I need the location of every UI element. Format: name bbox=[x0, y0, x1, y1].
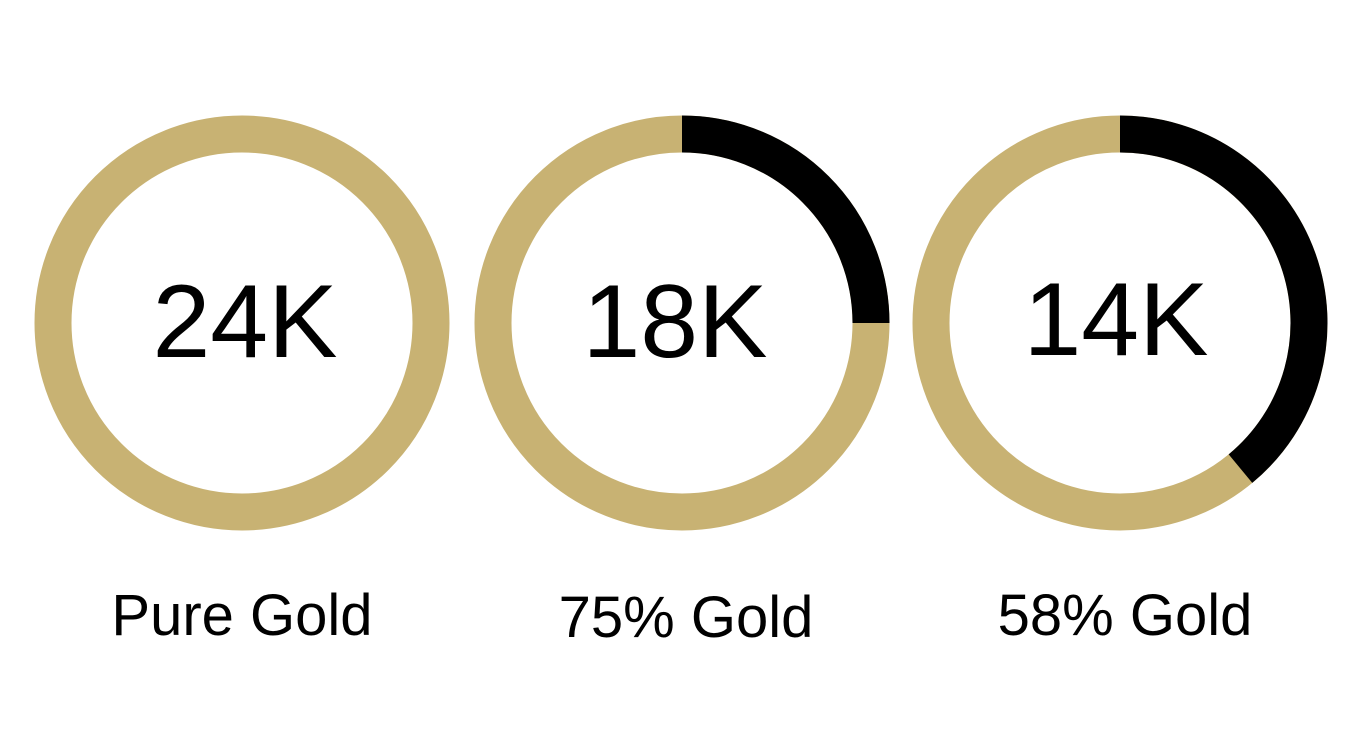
center-label-14k: 14K bbox=[1023, 262, 1208, 378]
non-gold-slice bbox=[1119, 115, 1328, 483]
gold-slice bbox=[34, 115, 450, 531]
donut-24k: 24K Pure Gold bbox=[34, 115, 450, 648]
caption-pure-gold: Pure Gold bbox=[111, 583, 372, 648]
center-label-18k: 18K bbox=[582, 264, 767, 380]
caption-58-gold: 58% Gold bbox=[998, 583, 1253, 648]
center-label-24k: 24K bbox=[152, 264, 337, 380]
donut-18k: 18K 75% Gold bbox=[474, 115, 890, 650]
donut-14k: 14K 58% Gold bbox=[912, 115, 1328, 648]
caption-75-gold: 75% Gold bbox=[559, 585, 814, 650]
non-gold-slice bbox=[681, 115, 890, 324]
